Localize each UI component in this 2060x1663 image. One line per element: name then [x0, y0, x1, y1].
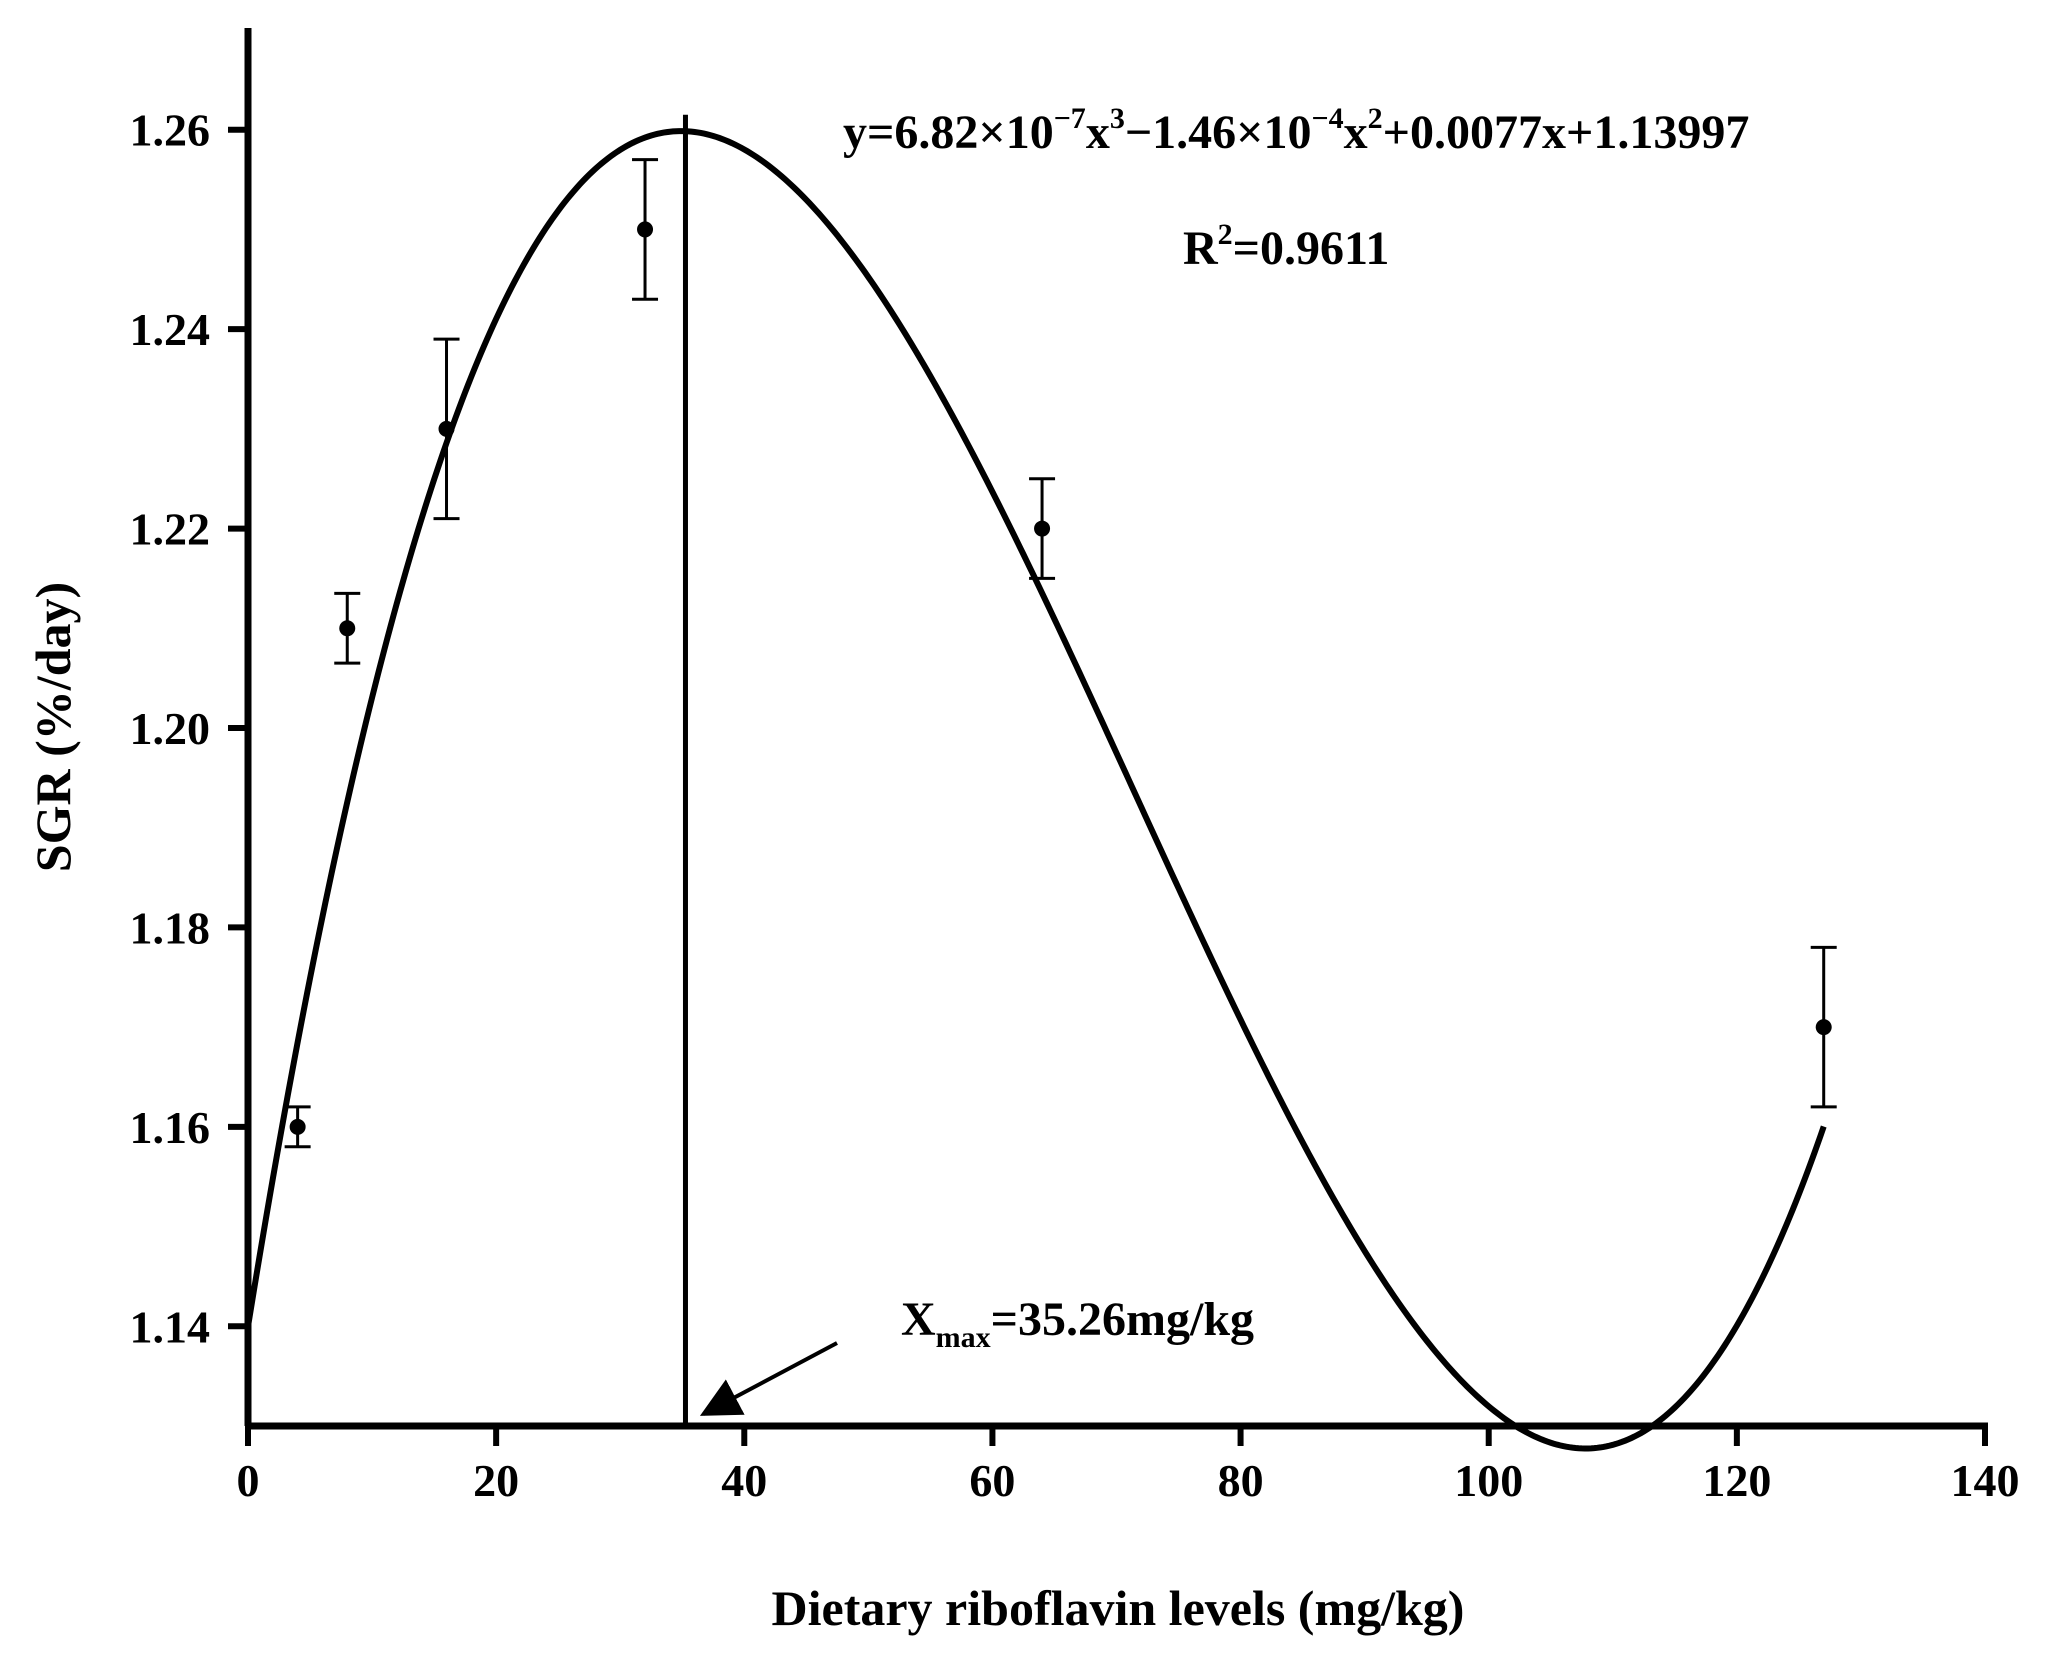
data-point — [637, 221, 654, 238]
xmax-arrow — [699, 1341, 838, 1416]
data-point — [289, 1118, 306, 1135]
y-tick-label: 1.16 — [130, 1102, 211, 1153]
data-point — [339, 620, 356, 637]
y-tick-label: 1.14 — [130, 1301, 211, 1352]
x-tick-label: 20 — [473, 1455, 519, 1506]
y-axis-title: SGR (%/day) — [25, 582, 81, 872]
x-tick-label: 0 — [237, 1455, 260, 1506]
xmax-label: Xmax=35.26mg/kg — [901, 1293, 1254, 1354]
r-squared-label: R2=0.9611 — [1183, 218, 1389, 275]
x-tick-label: 140 — [1951, 1455, 2020, 1506]
fit-equation: y=6.82×10−7x3−1.46×10−4x2+0.0077x+1.1399… — [843, 102, 1749, 159]
y-tick-label: 1.24 — [130, 304, 211, 355]
y-tick-label: 1.20 — [130, 703, 211, 754]
data-point — [1815, 1019, 1832, 1036]
y-tick-label: 1.26 — [130, 105, 211, 156]
x-tick-label: 40 — [721, 1455, 767, 1506]
x-tick-label: 120 — [1702, 1455, 1771, 1506]
x-tick-label: 100 — [1454, 1455, 1523, 1506]
y-tick-label: 1.18 — [130, 902, 211, 953]
data-point — [438, 420, 455, 437]
data-point — [1034, 520, 1051, 537]
x-tick-label: 60 — [969, 1455, 1015, 1506]
y-tick-label: 1.22 — [130, 504, 211, 555]
fit-curve — [245, 128, 1827, 1452]
x-tick-label: 80 — [1218, 1455, 1264, 1506]
x-axis-title: Dietary riboflavin levels (mg/kg) — [772, 1580, 1465, 1636]
